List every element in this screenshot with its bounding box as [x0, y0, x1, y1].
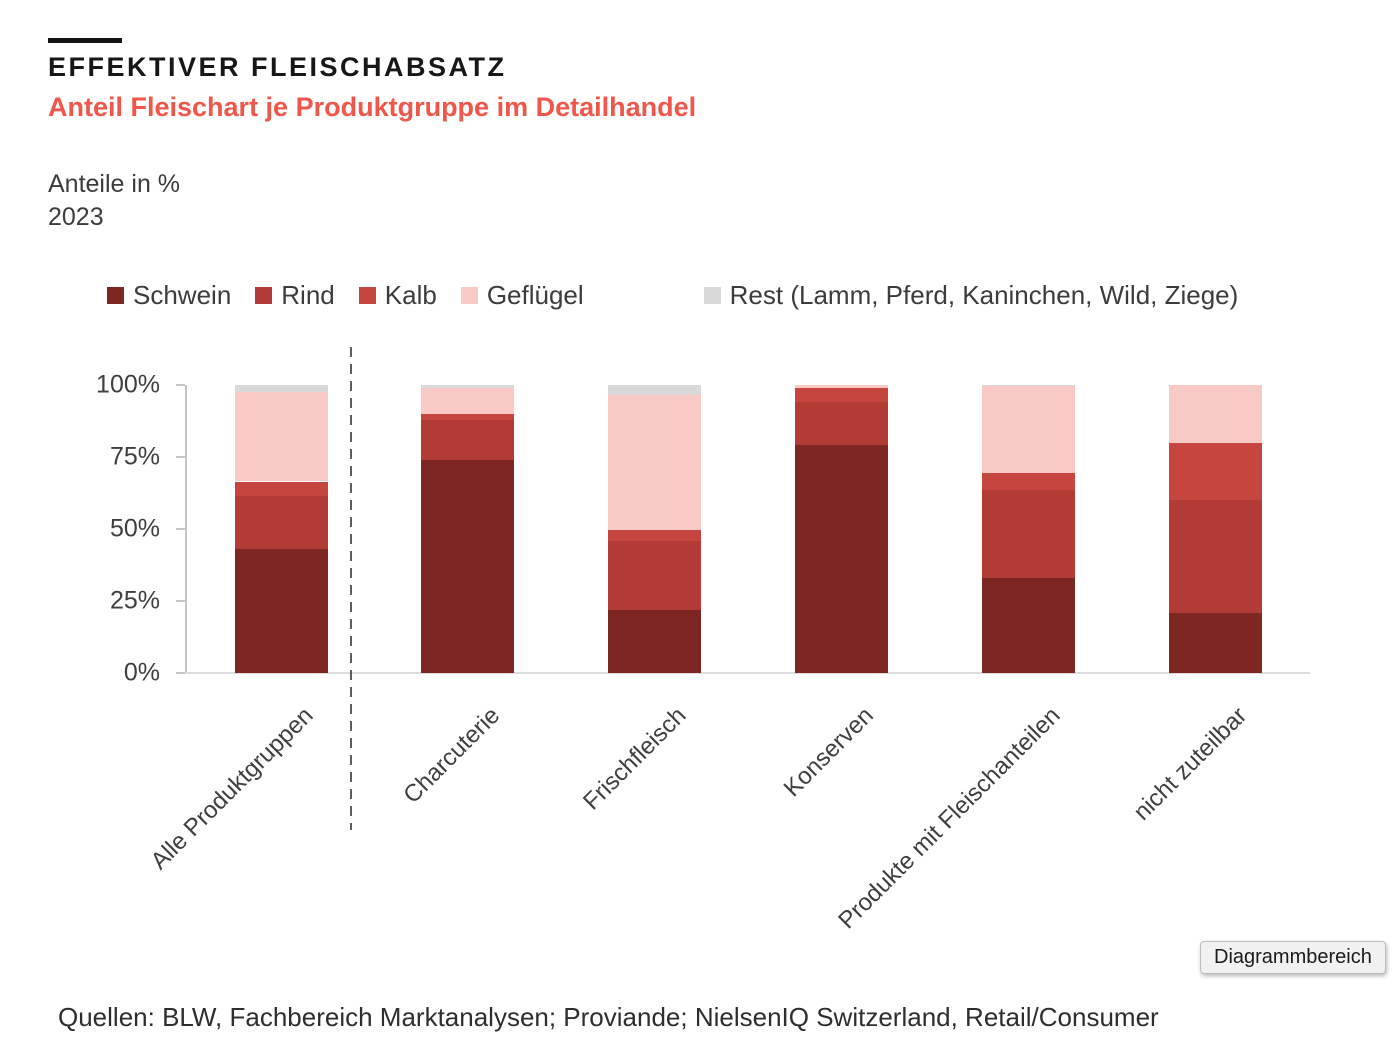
bar-konserven	[794, 385, 888, 673]
x-axis-label-alle-produktgruppen: Alle Produktgruppen	[145, 702, 319, 875]
segment-rest-frischfleisch[interactable]	[608, 385, 702, 396]
bar-charcuterie	[421, 385, 515, 673]
bar-nicht-zuteilbar	[1168, 385, 1262, 673]
chart-area-tooltip: Diagrammbereich	[1200, 941, 1386, 974]
legend-swatch-rest	[703, 287, 721, 304]
legend-label-kalb: Kalb	[384, 280, 437, 310]
y-axis-line	[185, 385, 187, 674]
segment-rind-frischfleisch[interactable]	[608, 540, 702, 610]
segment-kalb-alle-produktgruppen[interactable]	[234, 481, 328, 496]
bar-alle-produktgruppen	[234, 385, 328, 673]
y-axis-label-100: 100%	[96, 370, 160, 399]
y-axis-label-25: 25%	[109, 586, 160, 615]
y-axis-label-0: 0%	[123, 658, 160, 687]
bar-frischfleisch	[608, 385, 702, 673]
year-label: 2023	[48, 203, 104, 231]
segment-rest-alle-produktgruppen[interactable]	[234, 385, 328, 393]
x-axis-label-nicht-zuteilbar: nicht zuteilbar	[1128, 702, 1253, 826]
segment-rind-konserven[interactable]	[794, 402, 888, 446]
segment-schwein-nicht-zuteilbar[interactable]	[1168, 612, 1262, 673]
x-axis-label-konserven: Konserven	[778, 702, 879, 803]
segment-kalb-konserven[interactable]	[794, 387, 888, 403]
sources-text: Quellen: BLW, Fachbereich Marktanalysen;…	[58, 1002, 1159, 1032]
segment-schwein-konserven[interactable]	[794, 445, 888, 673]
segment-geflügel-konserven[interactable]	[794, 385, 888, 388]
x-axis-line	[185, 672, 1310, 674]
y-axis-tick	[176, 384, 185, 386]
x-axis-label-frischfleisch: Frischfleisch	[578, 702, 692, 816]
legend-swatch-schwein	[107, 287, 124, 304]
x-axis-label-charcuterie: Charcuterie	[398, 702, 505, 809]
y-axis-tick	[176, 672, 185, 674]
segment-kalb-nicht-zuteilbar[interactable]	[1168, 442, 1262, 501]
segment-schwein-charcuterie[interactable]	[421, 459, 515, 673]
segment-rind-charcuterie[interactable]	[421, 419, 515, 460]
segment-kalb-charcuterie[interactable]	[421, 413, 515, 420]
y-axis-tick	[176, 456, 185, 458]
segment-rest-charcuterie[interactable]	[421, 385, 515, 388]
legend-label-schwein: Schwein	[133, 280, 232, 310]
legend-swatch-kalb	[358, 287, 376, 304]
segment-rest-produkte-mit-fleischanteilen[interactable]	[981, 385, 1075, 387]
y-axis-label-75: 75%	[109, 442, 160, 471]
bar-produkte-mit-fleischanteilen	[981, 385, 1075, 673]
segment-kalb-produkte-mit-fleischanteilen[interactable]	[981, 472, 1075, 491]
segment-schwein-alle-produktgruppen[interactable]	[234, 549, 328, 673]
legend-swatch-rind	[255, 287, 273, 304]
title-rule	[48, 38, 122, 43]
legend-label-geflügel: Geflügel	[486, 280, 584, 310]
legend-item-rest[interactable]: Rest (Lamm, Pferd, Kaninchen, Wild, Zieg…	[703, 280, 1239, 311]
y-axis-tick	[176, 600, 185, 602]
page-subtitle: Anteil Fleischart je Produktgruppe im De…	[48, 92, 697, 122]
legend-item-rind[interactable]: Rind	[255, 280, 335, 311]
segment-geflügel-nicht-zuteilbar[interactable]	[1168, 385, 1262, 443]
segment-schwein-produkte-mit-fleischanteilen[interactable]	[981, 577, 1075, 673]
x-axis-label-produkte-mit-fleischanteilen: Produkte mit Fleischanteilen	[833, 702, 1066, 935]
segment-geflügel-frischfleisch[interactable]	[608, 395, 702, 531]
segment-geflügel-charcuterie[interactable]	[421, 387, 515, 414]
legend-item-kalb[interactable]: Kalb	[358, 280, 437, 311]
legend-label-rind: Rind	[281, 280, 335, 310]
chart-legend: Schwein Rind Kalb Geflügel Rest (Lamm, Pferd…	[107, 280, 1262, 311]
category-separator-line	[350, 347, 352, 830]
segment-kalb-frischfleisch[interactable]	[608, 530, 702, 541]
y-axis-tick	[176, 528, 185, 530]
legend-item-geflügel[interactable]: Geflügel	[460, 280, 584, 311]
segment-schwein-frischfleisch[interactable]	[608, 609, 702, 673]
y-axis-label-50: 50%	[109, 514, 160, 543]
page-title: EFFEKTIVER FLEISCHABSATZ	[48, 52, 507, 82]
segment-geflügel-produkte-mit-fleischanteilen[interactable]	[981, 386, 1075, 473]
segment-rind-alle-produktgruppen[interactable]	[234, 495, 328, 550]
legend-label-rest: Rest (Lamm, Pferd, Kaninchen, Wild, Zieg…	[729, 280, 1239, 310]
segment-rind-produkte-mit-fleischanteilen[interactable]	[981, 490, 1075, 578]
segment-rind-nicht-zuteilbar[interactable]	[1168, 500, 1262, 613]
segment-geflügel-alle-produktgruppen[interactable]	[234, 392, 328, 482]
unit-label: Anteile in %	[48, 170, 181, 198]
legend-item-schwein[interactable]: Schwein	[107, 280, 231, 311]
legend-swatch-geflügel	[460, 287, 478, 304]
